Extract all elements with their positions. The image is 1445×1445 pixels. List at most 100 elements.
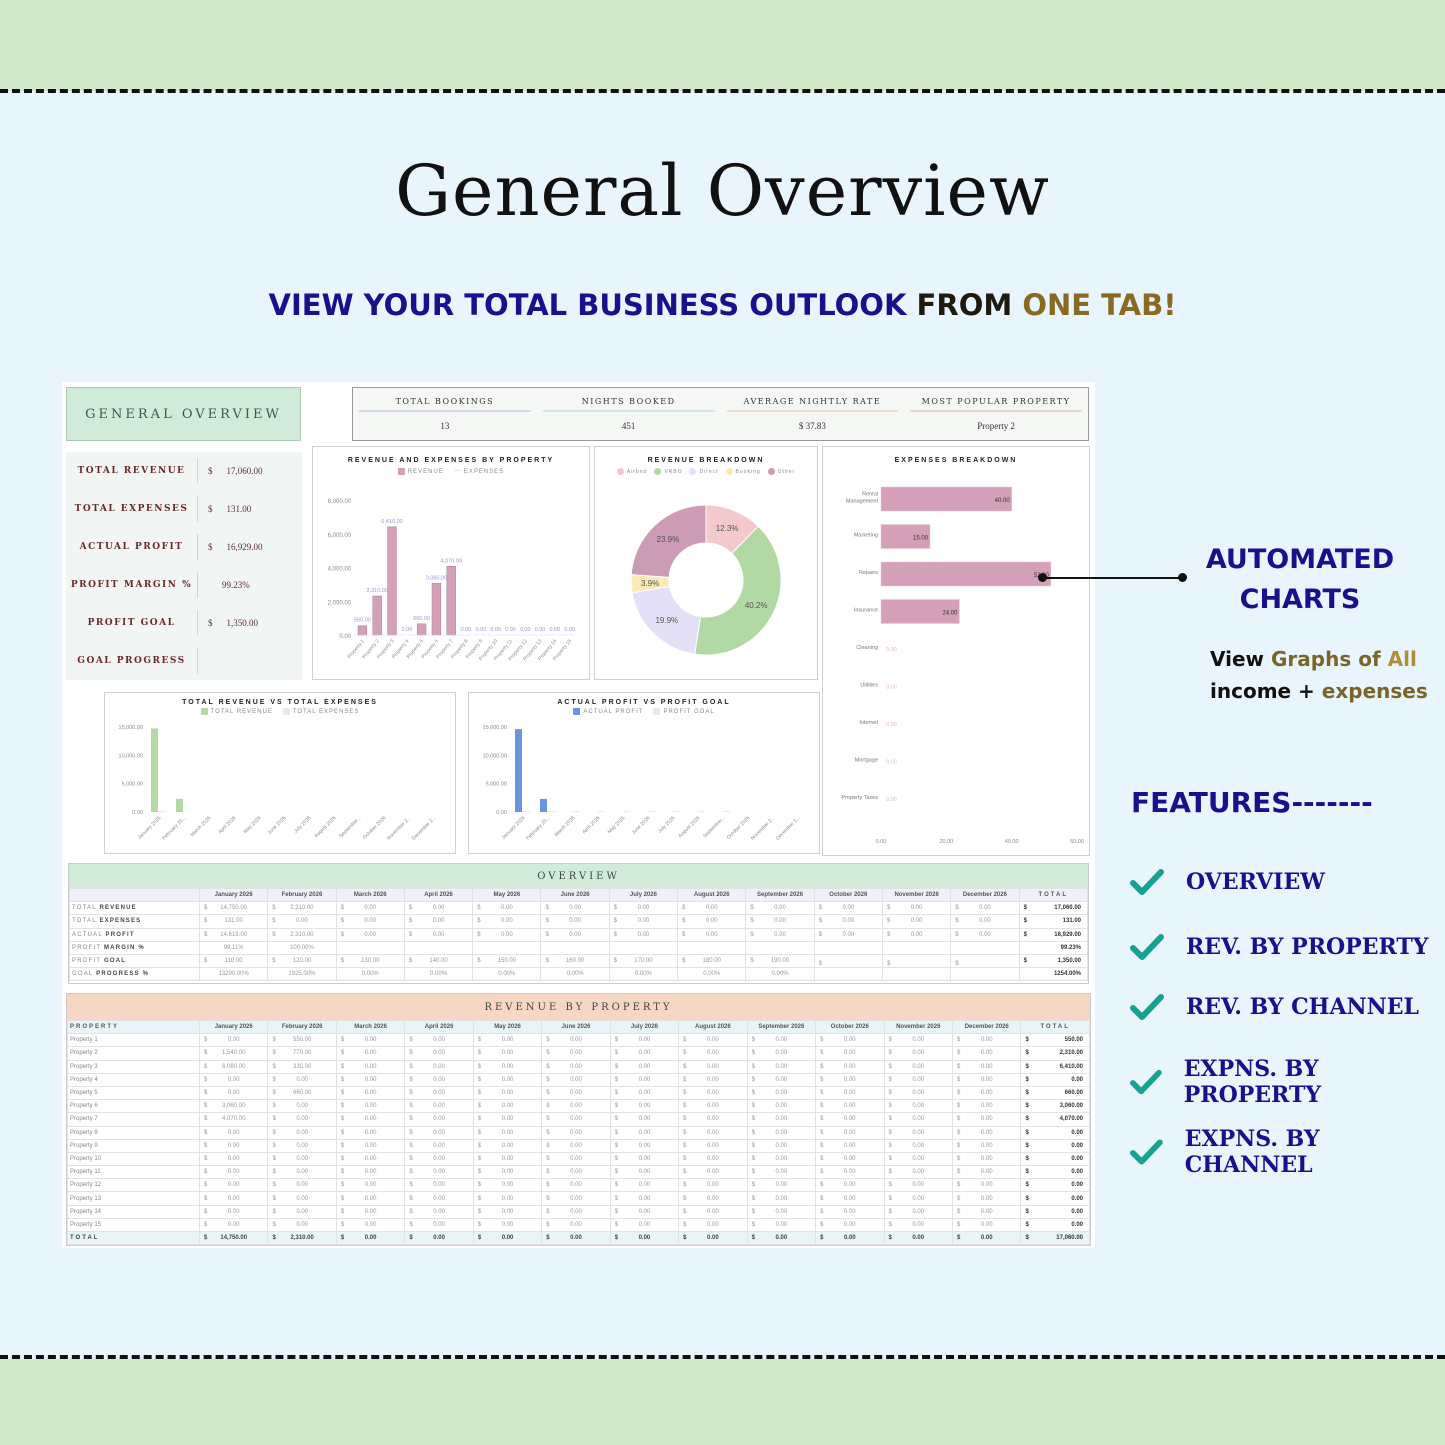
table-cell: $0.00 — [815, 1138, 885, 1153]
table-cell: $14,619.00 — [198, 927, 269, 942]
table-cell: $0.00 — [609, 1125, 680, 1140]
table-cell: 100.00% — [267, 940, 337, 955]
x-tick: 20.00 — [939, 839, 953, 845]
data-label: 0.00 — [886, 760, 897, 766]
chart-title: ACTUAL PROFIT VS PROFIT GOAL — [557, 699, 731, 706]
bar — [416, 623, 427, 636]
column-header: September 2026 — [746, 1019, 817, 1035]
kpi-row: PROFIT GOAL $1,350.00 — [66, 604, 302, 642]
x-tick: April 2026 — [217, 815, 237, 835]
revenue-table-title: REVENUE BY PROPERTY — [67, 994, 1090, 1020]
table-cell: $0.00 — [678, 1046, 748, 1061]
table-cell: 13290.00% — [198, 967, 269, 982]
kpi-summary-panel: TOTAL REVENUE $17,060.00 TOTAL EXPENSES $13… — [66, 452, 302, 680]
feature-item: EXPNS. BY PROPERTY — [1130, 1056, 1445, 1108]
bar — [880, 561, 1052, 587]
table-cell: $0.00 — [951, 1191, 1022, 1206]
table-cell: $0.00 — [472, 1178, 543, 1193]
y-tick: 8,000.00 — [328, 499, 352, 505]
y-tick: 10,000.00 — [119, 753, 143, 759]
property-name: Property 12 — [67, 1178, 200, 1193]
table-cell — [745, 940, 815, 955]
table-cell: $0.00 — [472, 1112, 543, 1127]
table-cell: $660.00 — [267, 1085, 337, 1101]
table-cell: $3,060.00 — [198, 1099, 269, 1114]
y-tick: 0.00 — [496, 810, 507, 816]
table-cell: $0.00 — [267, 1072, 337, 1087]
table-cell: $0.00 — [950, 914, 1020, 929]
table-cell: $0.00 — [267, 1204, 337, 1219]
table-cell: $0.00 — [198, 1165, 269, 1180]
overview-table-title: OVERVIEW — [69, 864, 1088, 888]
table-cell: $0.00 — [678, 1230, 748, 1246]
x-tick: October 2026 — [726, 815, 752, 841]
table-cell: $0.00 — [815, 1046, 885, 1061]
table-cell: $130.00 — [335, 953, 405, 969]
top-kpi-cell: TOTAL BOOKINGS 13 — [353, 388, 537, 440]
column-header: September 2026 — [745, 887, 815, 903]
total-cell: 1254.00% — [1018, 967, 1089, 982]
bar — [880, 486, 1012, 512]
table-cell: $0.00 — [472, 1230, 543, 1246]
table-cell: $0.00 — [745, 901, 815, 916]
category-label: Mortgage — [855, 758, 878, 764]
kpi-value: 99.23% — [222, 580, 250, 590]
property-name: Property 2 — [67, 1046, 200, 1061]
table-cell: $ — [950, 953, 1020, 969]
top-kpi-label: AVERAGE NIGHTLY RATE — [726, 397, 899, 412]
top-kpi-label: NIGHTS BOOKED — [542, 397, 715, 412]
total-cell: $17,060.00 — [1020, 1230, 1090, 1246]
category-label: Utilities — [860, 683, 878, 689]
total-row-label: TOTAL — [67, 1230, 200, 1246]
table-cell: $0.00 — [404, 1191, 474, 1206]
column-header: August 2026 — [677, 887, 747, 903]
table-cell: $0.00 — [951, 1217, 1022, 1233]
table-cell: $0.00 — [541, 1230, 611, 1246]
expenses-breakdown-chart: EXPENSES BREAKDOWN Rental Management 40.00… — [822, 446, 1090, 856]
top-kpi-cell: AVERAGE NIGHTLY RATE $ 37.83 — [721, 388, 905, 440]
row-label: PROFIT GOAL — [69, 953, 200, 969]
table-cell: $0.00 — [677, 901, 747, 916]
table-cell: $0.00 — [746, 1151, 817, 1167]
table-cell: $0.00 — [404, 1165, 474, 1180]
table-cell: $160.00 — [540, 953, 610, 969]
x-tick: November 2... — [386, 815, 412, 841]
table-cell — [881, 940, 952, 955]
table-cell: $0.00 — [951, 1099, 1022, 1114]
top-kpi-label: MOST POPULAR PROPERTY — [910, 397, 1082, 412]
table-cell: $0.00 — [678, 1125, 748, 1140]
total-cell: $0.00 — [1020, 1204, 1090, 1219]
legend-total-revenue: TOTAL REVENUE — [200, 708, 273, 715]
table-row: Property 8 $0.00 $0.00 $0.00 $0.00 $0.00 $0.00… — [67, 1125, 1090, 1140]
category-label: Marketing — [854, 533, 878, 539]
table-cell: $0.00 — [541, 1151, 611, 1167]
revenue-vs-expenses-chart: TOTAL REVENUE VS TOTAL EXPENSES TOTAL RE… — [104, 692, 456, 854]
slice-label: 12.3% — [716, 524, 739, 533]
kpi-value — [208, 656, 236, 666]
category-label: Insurance — [854, 608, 878, 614]
table-cell: $0.00 — [404, 1151, 474, 1167]
data-label: 6,410.00 — [381, 519, 402, 525]
features-heading: FEATURES------- — [1131, 786, 1373, 819]
x-tick: August 2026 — [677, 815, 701, 839]
x-tick: December 2... — [775, 815, 801, 841]
table-cell: $0.00 — [404, 1112, 474, 1127]
table-cell: $0.00 — [198, 1125, 269, 1140]
x-tick: January 2026 — [137, 815, 163, 841]
table-cell: $0.00 — [883, 1191, 953, 1206]
table-cell — [335, 940, 405, 955]
bar — [540, 798, 547, 812]
table-cell: $0.00 — [746, 1217, 817, 1233]
x-tick: April 2026 — [581, 815, 601, 835]
spreadsheet-preview: GENERAL OVERVIEW TOTAL REVENUE $17,060.00… — [62, 382, 1095, 1248]
table-cell: $0.00 — [883, 1151, 953, 1167]
total-row: TOTAL $14,750.00 $2,310.00 $0.00 $0.00 $0.00 $… — [67, 1230, 1090, 1246]
top-kpi-strip: TOTAL BOOKINGS 13 NIGHTS BOOKED 451 AVERAGE … — [352, 387, 1089, 441]
column-header: TOTAL — [1020, 1019, 1090, 1035]
table-cell: $0.00 — [404, 1217, 474, 1233]
table-cell: $150.00 — [472, 953, 542, 969]
table-row: GOAL PROGRESS % 13290.00% 1925.00% 0.00% 0.0… — [69, 967, 1089, 982]
column-header: October 2026 — [815, 1019, 885, 1035]
table-cell: $0.00 — [472, 1138, 543, 1153]
table-cell: $0.00 — [267, 1099, 337, 1114]
